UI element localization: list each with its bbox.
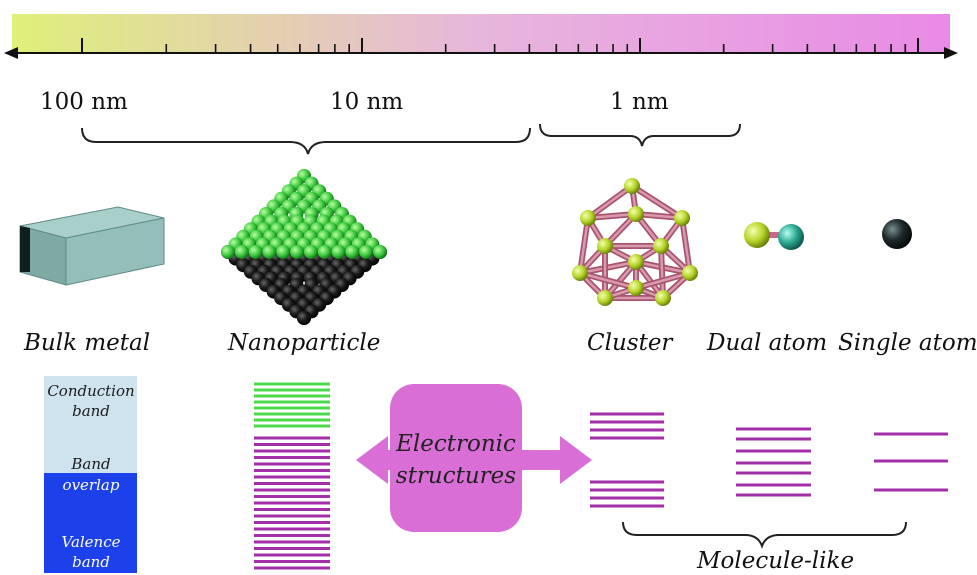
cluster-bond-highlight [659, 244, 665, 300]
cluster-bond-highlight [630, 184, 684, 220]
bulk-metal-slab [19, 206, 165, 286]
cluster-atom [572, 265, 588, 281]
cluster-atom [653, 238, 669, 254]
cluster-atom [628, 206, 644, 222]
nanoparticle-atom [345, 245, 360, 259]
cluster-atom [628, 280, 644, 296]
caption-nanoparticle: Nanoparticle [228, 330, 381, 356]
electronic-structures-label: Electronic structures [381, 428, 531, 492]
scale-gradient-bar [12, 14, 950, 54]
nanoparticle-atom [373, 245, 387, 259]
nanoparticle-atom [248, 245, 263, 259]
band-overlap-label-line1: Band [71, 455, 111, 473]
nanoparticle-atom [221, 245, 235, 259]
caption-single-atom: Single atom [838, 330, 977, 356]
valence-band-block [44, 473, 137, 573]
single-atom-model [882, 219, 912, 249]
dual-atom-model [744, 222, 804, 250]
caption-cluster: Cluster [587, 330, 673, 356]
nanoparticle-atom [303, 245, 318, 259]
nanoparticle-atom [331, 245, 346, 259]
cluster-atom [624, 178, 640, 194]
electronic-structures-line2: structures [395, 463, 517, 489]
cluster-atom [655, 290, 671, 306]
nanoparticle-atom [297, 311, 311, 325]
cluster-bond-highlight [634, 271, 692, 290]
molecule-like-label: Molecule-like [697, 548, 855, 574]
single-atom-energy-levels [874, 432, 948, 492]
scale-label-100nm: 100 nm [40, 89, 128, 115]
nanoparticle-octahedron [221, 169, 387, 325]
brace-1-nm [539, 123, 741, 147]
nanoparticle-atom [317, 245, 332, 259]
cluster-atom [628, 254, 644, 270]
cluster-icosahedron [572, 178, 698, 306]
cluster-bond-highlight [586, 212, 638, 220]
scale-arrow-left-icon [4, 47, 18, 59]
cluster-atom [597, 238, 613, 254]
caption-bulk-metal: Bulk metal [24, 330, 151, 356]
scale-ticks [81, 38, 919, 53]
scale-label-1nm: 1 nm [610, 89, 669, 115]
brace-100-10-nm [81, 127, 531, 155]
nanoparticle-atom [290, 245, 305, 259]
nanoparticle-atom [276, 245, 291, 259]
cluster-bond-highlight [578, 216, 590, 275]
nanoparticle-energy-levels [254, 382, 330, 570]
electronic-structures-line1: Electronic [396, 431, 516, 457]
cluster-bond-highlight [586, 184, 634, 220]
cluster-atom [674, 210, 690, 226]
nanoparticle-atom [234, 245, 249, 259]
band-overlap-label-line2: overlap [62, 476, 120, 494]
valence-band-label: Valence band [61, 533, 121, 571]
nanoparticle-atom [262, 245, 277, 259]
conduction-band-block [44, 376, 137, 473]
cluster-energy-levels [590, 412, 664, 508]
nanoparticle-atom [359, 245, 374, 259]
cluster-bond-highlight [578, 271, 638, 290]
electronic-structures-double-arrow [356, 384, 592, 532]
cluster-atom [580, 210, 596, 226]
cluster-atom [597, 290, 613, 306]
scale-label-10nm: 10 nm [330, 89, 404, 115]
conduction-band-label: Conduction band [47, 382, 135, 420]
cluster-bond-highlight [680, 216, 692, 275]
caption-dual-atom: Dual atom [707, 330, 828, 356]
cluster-atom [682, 265, 698, 281]
dual-atom-energy-levels [736, 427, 811, 497]
scale-arrow-right-icon [944, 47, 958, 59]
brace-molecule-like [622, 521, 907, 549]
